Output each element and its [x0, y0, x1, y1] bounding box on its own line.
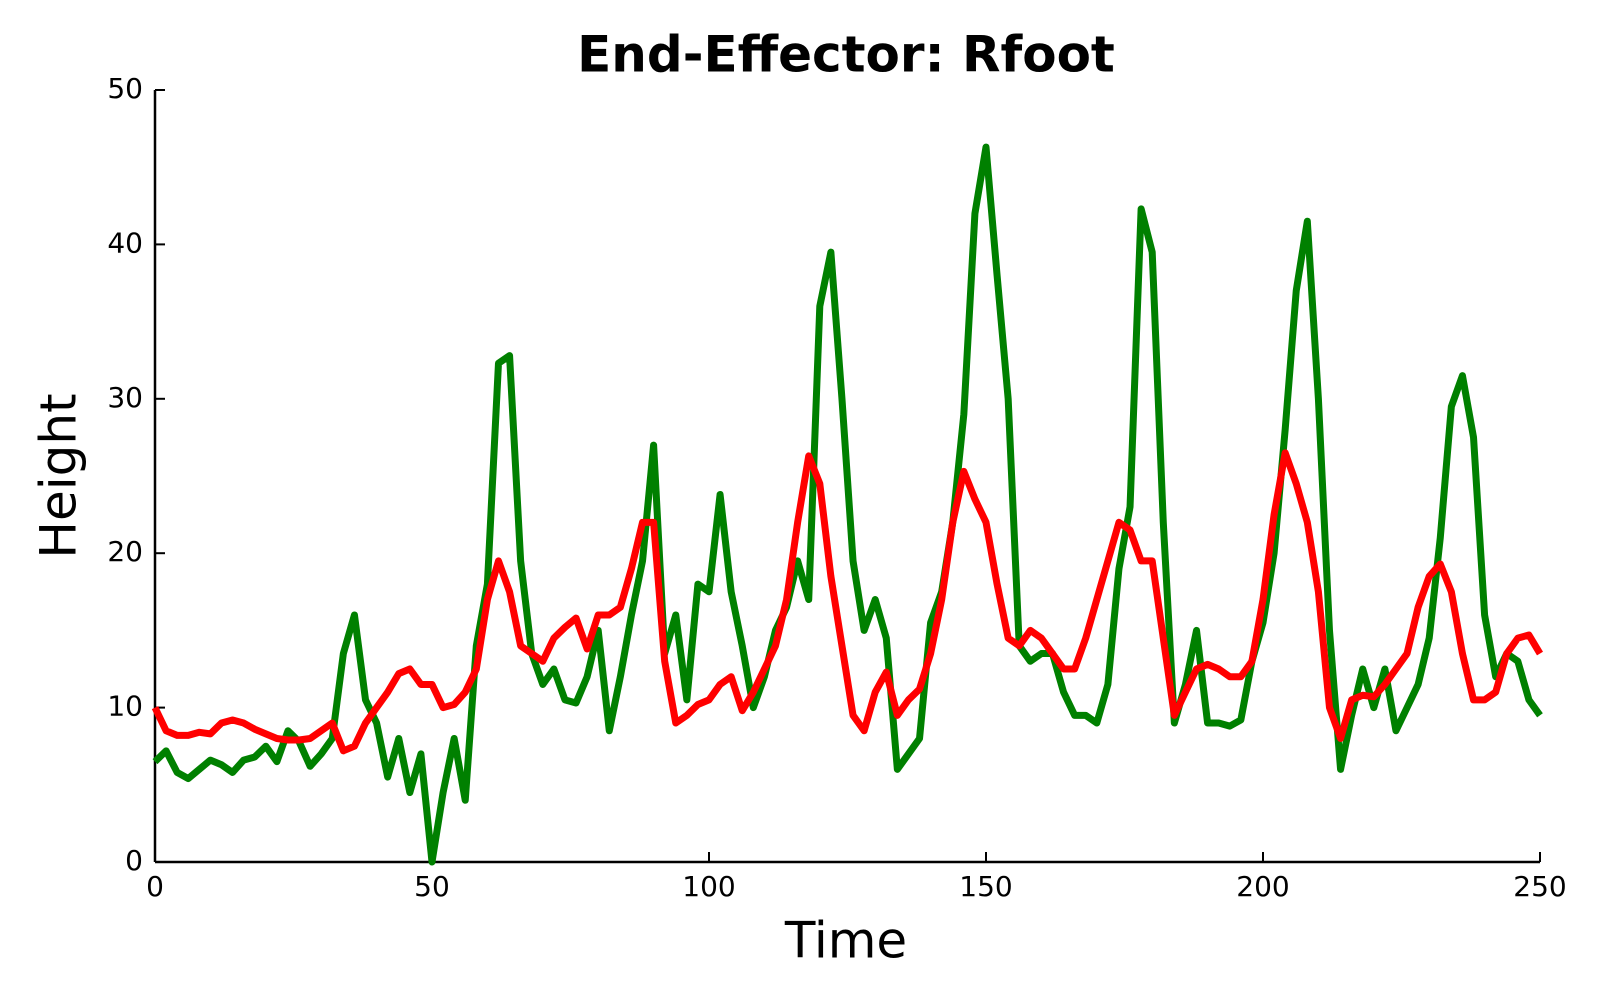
y-tick-label: 10 — [107, 690, 143, 723]
y-tick-label: 30 — [107, 381, 143, 414]
x-tick-label: 50 — [414, 870, 450, 903]
x-tick-label: 0 — [146, 870, 164, 903]
y-tick-label: 40 — [107, 226, 143, 259]
y-tick-label: 20 — [107, 535, 143, 568]
x-tick-label: 150 — [959, 870, 1012, 903]
x-tick-label: 250 — [1513, 870, 1566, 903]
x-axis-label: Time — [784, 912, 907, 970]
y-tick-label: 50 — [107, 72, 143, 105]
chart-title: End-Effector: Rfoot — [577, 26, 1115, 84]
line — [151, 449, 1544, 755]
y-axis-label: Height — [30, 393, 88, 558]
x-tick-label: 200 — [1236, 870, 1289, 903]
line — [152, 143, 1543, 866]
y-tick-label: 0 — [125, 844, 143, 877]
x-tick-label: 100 — [682, 870, 735, 903]
